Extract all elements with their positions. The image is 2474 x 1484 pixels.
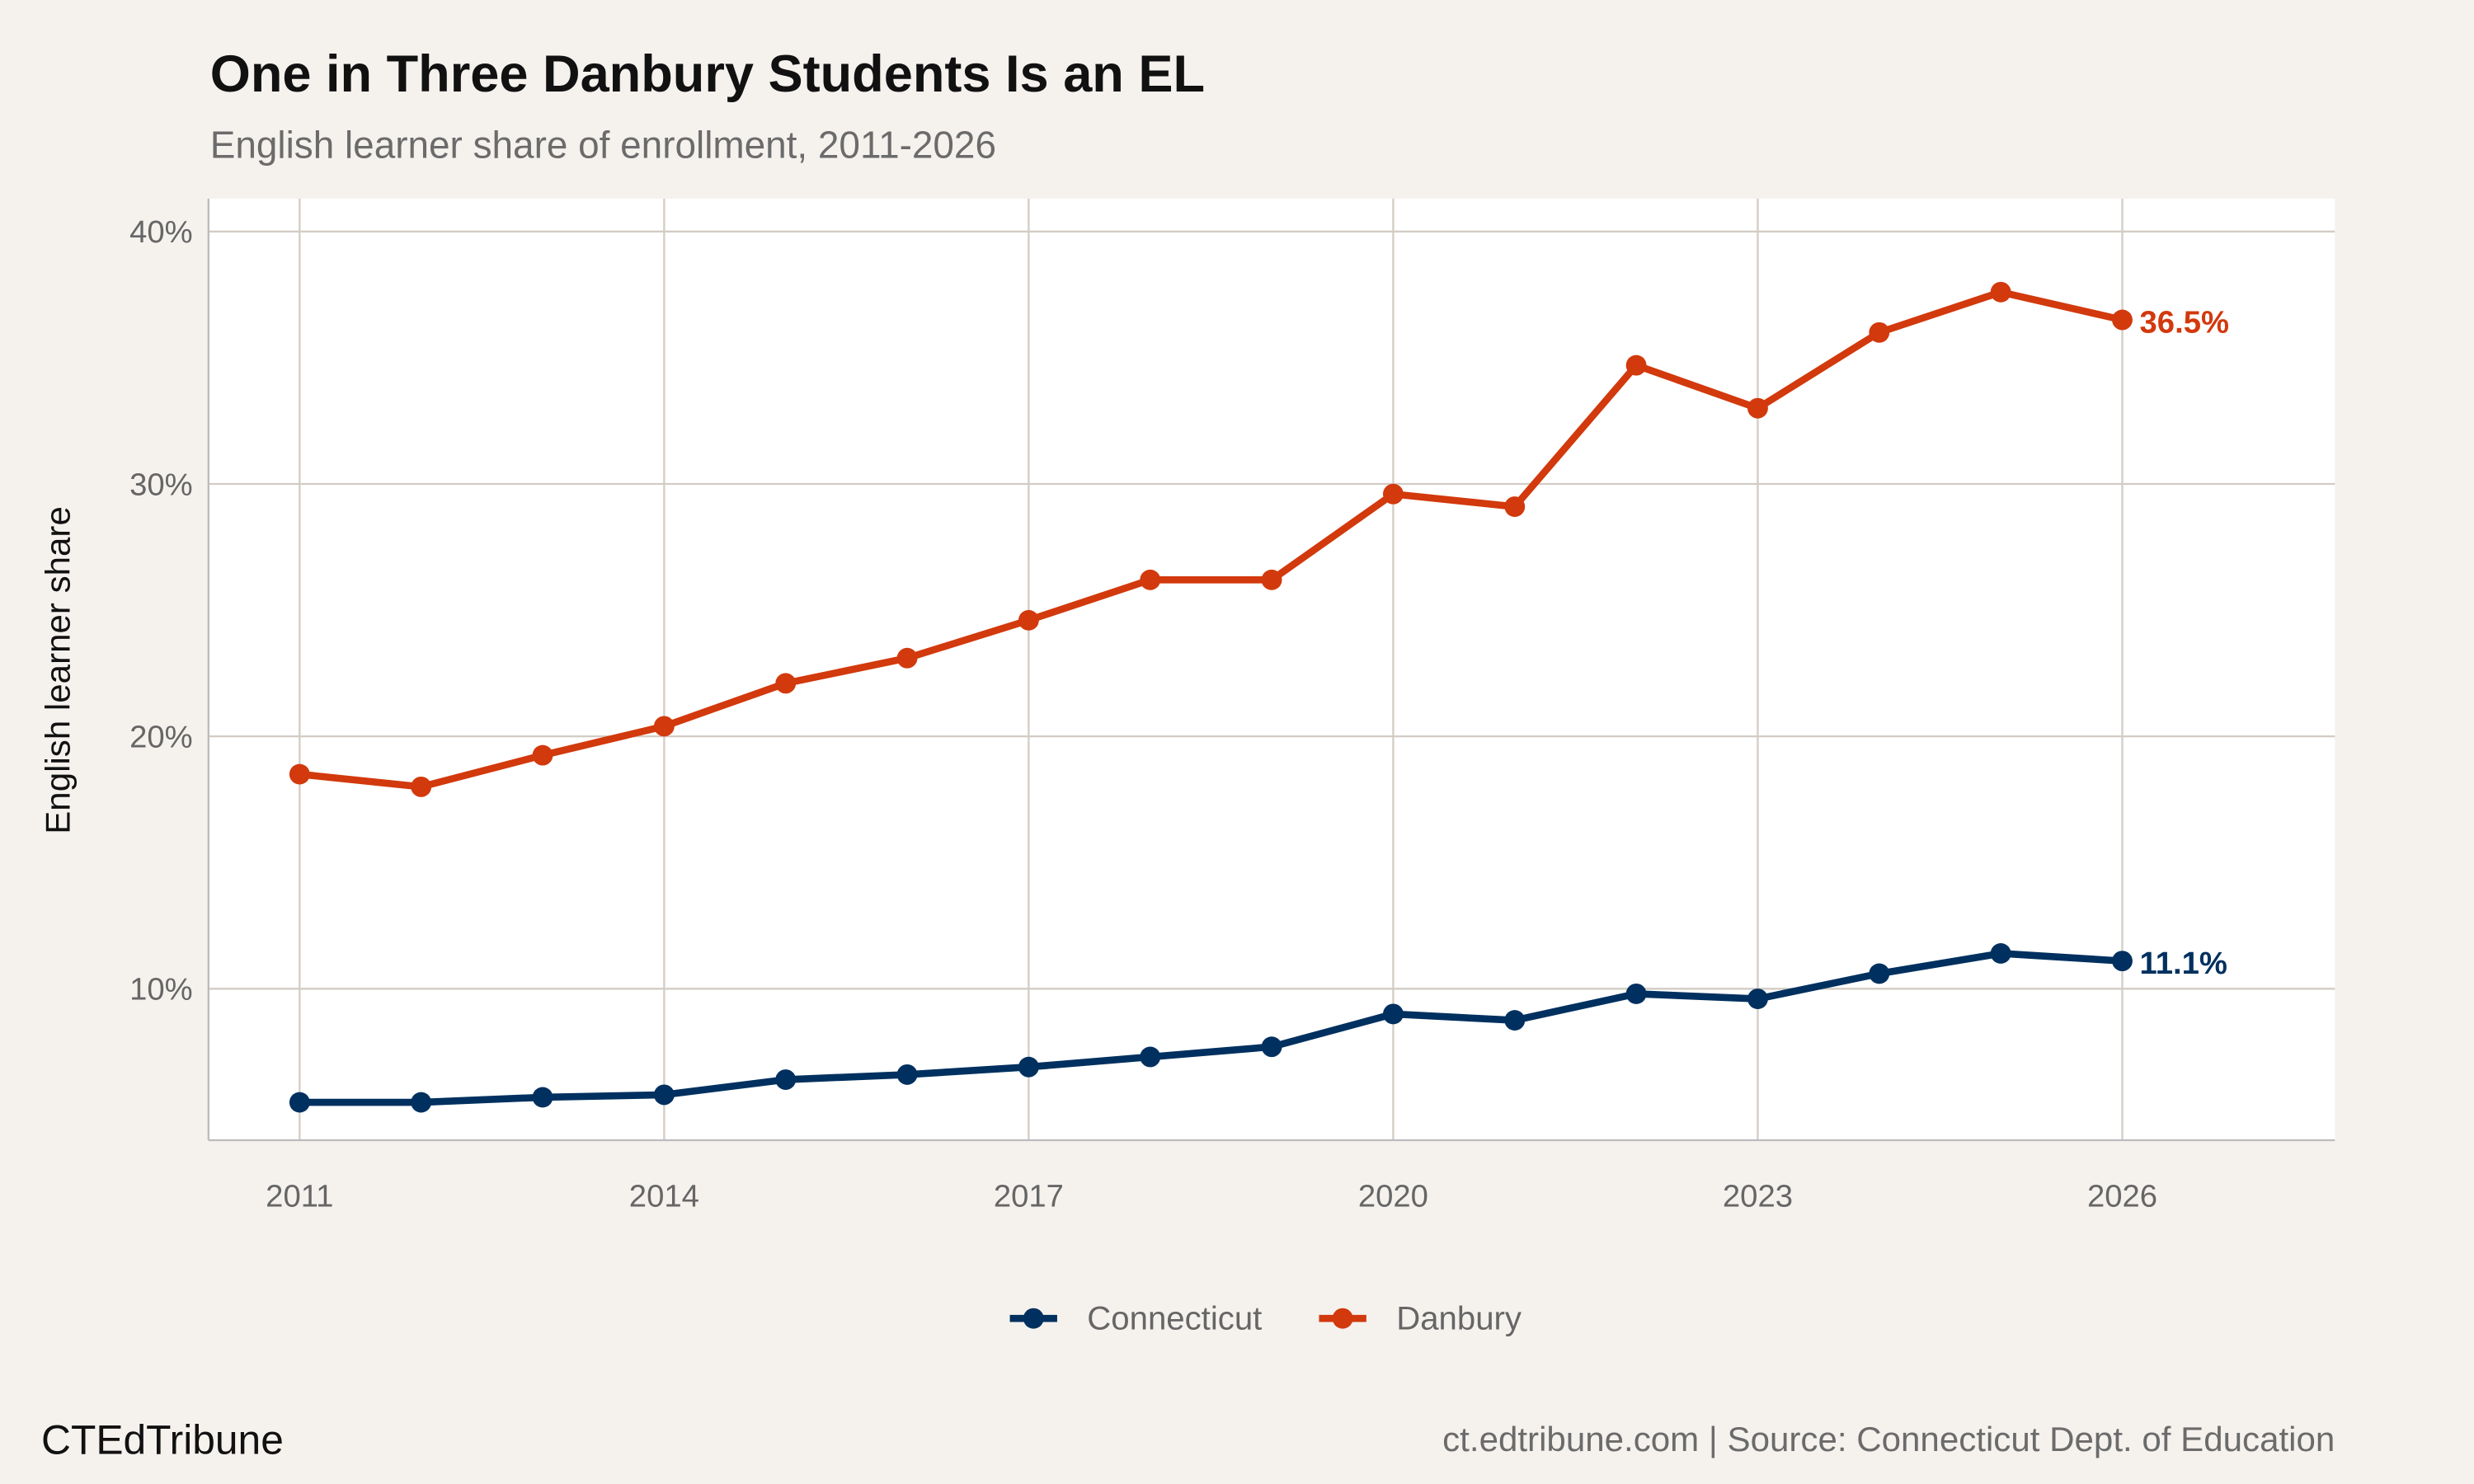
data-point [411, 776, 432, 797]
legend-label: Connecticut [1087, 1300, 1262, 1337]
legend: Connecticut Danbury [1009, 1300, 1522, 1337]
chart-subtitle: English learner share of enrollment, 201… [210, 123, 996, 166]
data-point [1625, 983, 1647, 1004]
chart-title: One in Three Danbury Students Is an EL [210, 45, 1205, 103]
data-point [1382, 1003, 1404, 1025]
end-label: 11.1% [2140, 946, 2227, 981]
data-point [1018, 1056, 1039, 1078]
data-point [1869, 322, 1890, 343]
data-point [775, 1069, 797, 1090]
x-tick-label: 2026 [2087, 1178, 2157, 1214]
series-connecticut: 11.1% [289, 943, 2227, 1113]
data-point [1382, 483, 1404, 505]
data-point [896, 647, 918, 669]
data-point [289, 1092, 310, 1113]
data-point [653, 1084, 675, 1106]
legend-point-swatch [1332, 1308, 1353, 1329]
data-point [1504, 496, 1526, 517]
y-tick-label: 40% [129, 214, 193, 250]
x-tick-label: 2011 [266, 1178, 333, 1214]
x-tick-label: 2017 [994, 1178, 1064, 1214]
data-point [1018, 609, 1039, 631]
legend-label: Danbury [1396, 1300, 1522, 1337]
data-point [1261, 569, 1282, 590]
series-danbury: 36.5% [289, 281, 2229, 797]
data-point [1140, 569, 1161, 590]
x-tick-label: 2014 [629, 1178, 699, 1214]
data-point [532, 744, 553, 766]
y-tick-label: 20% [129, 720, 193, 755]
data-point [532, 1087, 553, 1108]
data-point [653, 716, 675, 737]
data-point [411, 1092, 432, 1113]
data-point [289, 763, 310, 785]
caption-right: ct.edtribune.com | Source: Connecticut D… [1442, 1420, 2335, 1458]
data-point [1869, 963, 1890, 984]
series-line [299, 288, 2124, 791]
end-label: 36.5% [2140, 304, 2229, 340]
legend-item: Connecticut [1009, 1300, 1262, 1337]
data-point [1261, 1036, 1282, 1058]
data-point [1990, 943, 2011, 964]
data-point [2112, 951, 2133, 972]
data-point [1625, 355, 1647, 376]
x-tick-label: 2020 [1358, 1178, 1428, 1214]
data-point [1747, 397, 1768, 419]
data-point [1747, 989, 1768, 1009]
plot-panel [208, 199, 2335, 1140]
data-point [896, 1064, 918, 1085]
series-line [299, 950, 2123, 1106]
legend-item: Danbury [1319, 1300, 1522, 1337]
data-point [1990, 281, 2011, 303]
caption-left: CTEdTribune [41, 1417, 284, 1463]
legend-point-swatch [1023, 1308, 1044, 1329]
y-tick-label: 10% [129, 972, 193, 1007]
series-group: 11.1% 36.5% [289, 281, 2229, 1113]
data-point [1140, 1046, 1161, 1068]
data-point [775, 673, 797, 694]
data-point [2112, 309, 2133, 331]
x-tick-label: 2023 [1723, 1178, 1793, 1214]
y-axis-title: English learner share [38, 506, 77, 834]
y-tick-label: 30% [129, 467, 193, 502]
data-point [1504, 1010, 1526, 1031]
gridlines [208, 199, 2335, 1140]
tick-labels: 10% 20% 30% 40% 2011 2014 2017 2020 2023 2026 [129, 214, 2157, 1214]
